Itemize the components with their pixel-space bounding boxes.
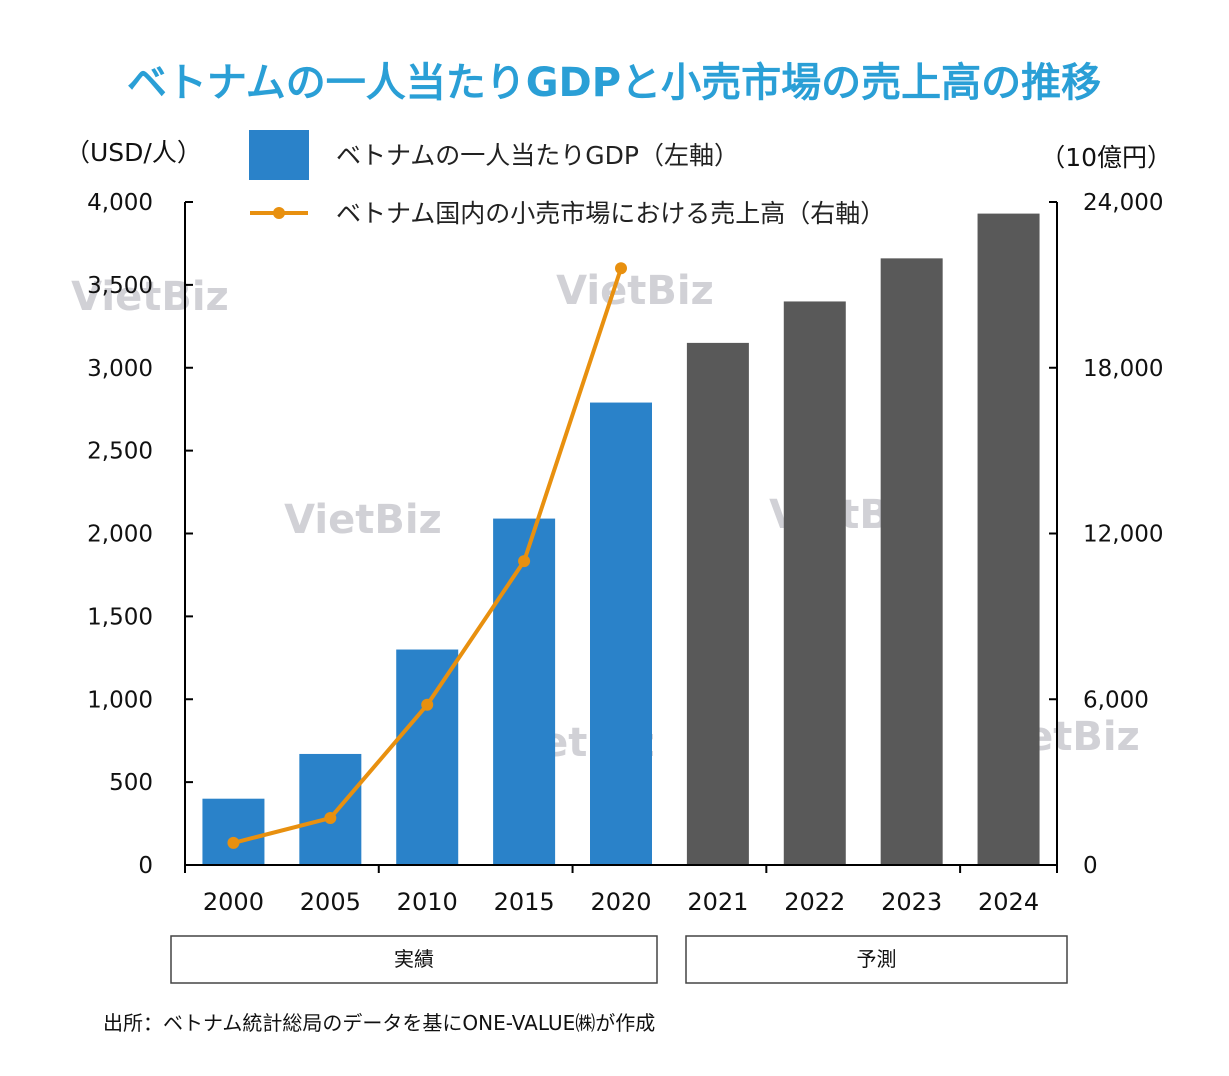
gdp-bar-2000 — [202, 798, 265, 865]
left-tick-label: 1,000 — [87, 687, 153, 713]
legend-label-retail: ベトナム国内の小売市場における売上高（右軸） — [336, 199, 885, 228]
left-tick-label: 1,500 — [87, 604, 153, 630]
retail-point-2005 — [324, 812, 337, 825]
left-axis-unit: （USD/人） — [65, 138, 202, 167]
retail-point-2015 — [518, 555, 531, 568]
retail-point-2010 — [421, 698, 434, 711]
gdp-bar-2021 — [686, 342, 749, 865]
axes — [184, 202, 1058, 873]
left-tick-label: 0 — [138, 853, 153, 879]
right-tick-label: 12,000 — [1083, 522, 1163, 548]
gdp-bar-2010 — [396, 649, 459, 865]
x-tick-label: 2022 — [784, 888, 845, 916]
right-tick-label: 0 — [1083, 853, 1098, 879]
period-groups: 実績 予測 — [170, 935, 1068, 984]
source-note: 出所：ベトナム統計総局のデータを基にONE-VALUE㈱が作成 — [103, 1011, 655, 1035]
period-label: 実績 — [394, 947, 434, 971]
retail-line-series — [227, 262, 627, 849]
legend-marker-retail — [273, 207, 285, 219]
left-tick-label: 4,000 — [87, 190, 153, 216]
left-tick-label: 2,500 — [87, 439, 153, 465]
gdp-bar-2022 — [783, 301, 846, 865]
x-tick-label: 2021 — [687, 888, 748, 916]
x-tick-label: 2015 — [494, 888, 555, 916]
right-tick-label: 24,000 — [1083, 190, 1163, 216]
left-tick-label: 2,000 — [87, 522, 153, 548]
right-axis-unit: （10億円） — [1040, 143, 1172, 172]
period-box-forecast — [685, 935, 1068, 984]
x-tick-label: 2023 — [881, 888, 942, 916]
left-axis-ticks: 0 500 1,000 1,500 2,000 2,500 3,000 3,500 4,000 — [87, 190, 193, 879]
gdp-bar-2023 — [880, 258, 943, 866]
watermark-text: VietBiz — [71, 274, 229, 320]
bars — [202, 213, 1040, 866]
period-box-actual — [170, 935, 658, 984]
x-tick-label: 2005 — [300, 888, 361, 916]
right-tick-label: 18,000 — [1083, 356, 1163, 382]
x-tick-label: 2000 — [203, 888, 264, 916]
gdp-bar-2020 — [590, 402, 652, 865]
left-tick-label: 3,500 — [87, 273, 153, 299]
watermark-text: VietBiz — [556, 268, 714, 314]
gdp-bar-2005 — [299, 753, 362, 865]
x-tick-label: 2024 — [978, 888, 1039, 916]
gdp-bar-2015 — [493, 518, 556, 865]
x-tick-label: 2020 — [590, 888, 651, 916]
legend-label-gdp: ベトナムの一人当たりGDP（左軸） — [336, 141, 739, 170]
right-tick-label: 6,000 — [1083, 687, 1149, 713]
left-tick-label: 3,000 — [87, 356, 153, 382]
x-tick-label: 2010 — [397, 888, 458, 916]
watermark-text: VietBiz — [284, 497, 442, 543]
retail-point-2020 — [615, 262, 627, 275]
left-tick-label: 500 — [109, 770, 153, 796]
x-axis-ticks: 2000 2005 2010 2015 2020 2021 2022 2023 2024 — [203, 888, 1039, 916]
legend-swatch-gdp — [249, 130, 309, 180]
retail-point-2000 — [227, 836, 240, 849]
period-label: 予測 — [857, 947, 897, 971]
right-axis-ticks: 0 6,000 12,000 18,000 24,000 — [1049, 190, 1163, 879]
chart-title: ベトナムの一人当たりGDPと小売市場の売上高の推移 — [127, 60, 1101, 106]
gdp-bar-2024 — [977, 213, 1040, 866]
